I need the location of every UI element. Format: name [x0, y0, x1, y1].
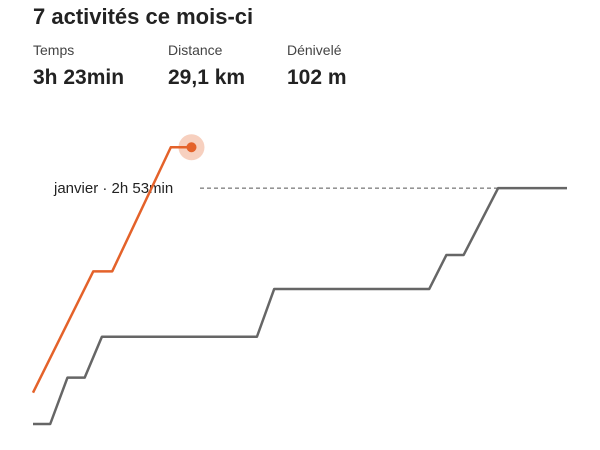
stat-value: 3h 23min — [33, 66, 125, 89]
stat-value: 102 m — [287, 66, 347, 89]
title: 7 activités ce mois-ci — [33, 4, 254, 29]
reference-label: janvier · 2h 53min — [53, 180, 173, 197]
stat-label: Temps — [33, 42, 75, 58]
series-line — [31, 146, 192, 394]
stat-label: Distance — [168, 42, 223, 58]
current-dot — [186, 142, 197, 153]
stat-value: 29,1 km — [168, 66, 246, 89]
stat: Dénivelé 102 m — [287, 42, 347, 90]
stat: Temps 3h 23min — [33, 42, 124, 90]
stat: Distance 29,1 km — [168, 42, 245, 90]
series-line — [33, 186, 567, 426]
stat-label: Dénivelé — [287, 42, 342, 58]
